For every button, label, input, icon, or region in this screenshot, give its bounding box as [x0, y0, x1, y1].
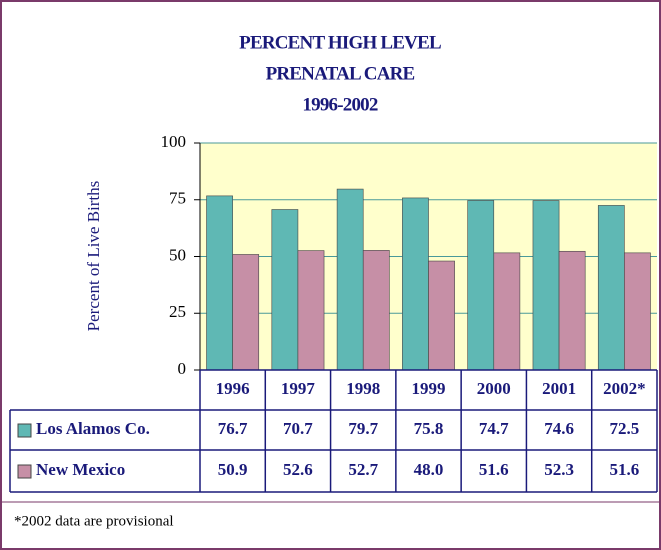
y-tick-label: 25: [169, 302, 186, 321]
x-tick-label: 1997: [281, 379, 316, 398]
chart-title: PRENATAL CARE: [266, 63, 415, 84]
bar: [532, 200, 560, 371]
x-tick-label: 1998: [346, 379, 380, 398]
bar: [558, 250, 586, 371]
data-label: 75.8: [414, 419, 444, 438]
y-tick-label: 50: [169, 245, 186, 264]
bar: [624, 252, 651, 371]
data-label: 52.7: [348, 460, 378, 479]
x-tick-label: 1996: [216, 379, 250, 398]
chart-title: PERCENT HIGH LEVEL: [239, 32, 441, 53]
bar: [271, 209, 299, 371]
bar: [336, 188, 364, 371]
y-axis-label: Percent of Live Births: [84, 181, 103, 332]
data-label: 72.5: [609, 419, 639, 438]
bar: [232, 254, 260, 371]
data-label: 52.3: [544, 460, 574, 479]
bar: [402, 197, 429, 371]
legend-swatch: [17, 423, 32, 438]
data-label: 51.6: [609, 460, 639, 479]
bar: [428, 260, 455, 371]
x-tick-label: 2000: [477, 379, 511, 398]
legend-label: Los Alamos Co.: [36, 419, 150, 438]
x-tick-label: 2001: [542, 379, 576, 398]
y-tick-label: 0: [178, 359, 187, 378]
y-tick-label: 75: [169, 189, 186, 208]
data-label: 74.6: [544, 419, 574, 438]
data-label: 48.0: [414, 460, 444, 479]
data-label: 52.6: [283, 460, 313, 479]
data-label: 74.7: [479, 419, 509, 438]
data-label: 79.7: [348, 419, 378, 438]
x-tick-label: 2002*: [603, 379, 646, 398]
data-label: 76.7: [218, 419, 248, 438]
footnote: *2002 data are provisional: [14, 513, 174, 529]
bar: [206, 195, 233, 371]
x-tick-label: 1999: [412, 379, 446, 398]
data-label: 70.7: [283, 419, 313, 438]
legend-label: New Mexico: [36, 460, 125, 479]
y-tick-label: 100: [161, 132, 187, 151]
bar: [493, 252, 521, 371]
bar: [362, 250, 390, 371]
bar: [297, 250, 325, 371]
bar: [597, 205, 625, 371]
legend-swatch: [17, 464, 32, 479]
data-label: 50.9: [218, 460, 248, 479]
bar: [467, 200, 495, 371]
chart-title: 1996-2002: [302, 94, 377, 115]
data-label: 51.6: [479, 460, 509, 479]
